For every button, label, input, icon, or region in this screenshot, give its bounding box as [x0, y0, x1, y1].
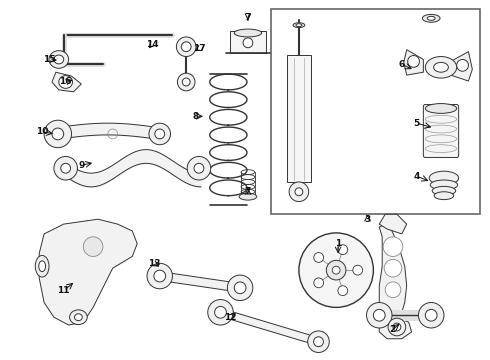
- Circle shape: [215, 306, 226, 318]
- Circle shape: [83, 237, 103, 256]
- Text: 13: 13: [147, 259, 160, 268]
- Ellipse shape: [70, 310, 87, 325]
- Circle shape: [314, 253, 323, 262]
- Bar: [287, 55, 311, 182]
- Circle shape: [295, 188, 303, 196]
- Circle shape: [388, 318, 406, 336]
- Bar: [271, 9, 480, 214]
- Polygon shape: [159, 272, 241, 292]
- Polygon shape: [404, 50, 423, 75]
- Text: 15: 15: [43, 55, 55, 64]
- Circle shape: [187, 157, 211, 180]
- Polygon shape: [220, 309, 319, 346]
- Text: 5: 5: [414, 119, 419, 128]
- Circle shape: [194, 163, 204, 173]
- Polygon shape: [52, 72, 81, 92]
- Polygon shape: [379, 214, 407, 234]
- Text: 16: 16: [59, 77, 72, 86]
- Text: 7: 7: [245, 187, 251, 196]
- Ellipse shape: [425, 57, 457, 78]
- Text: 4: 4: [413, 172, 420, 181]
- Text: 8: 8: [193, 112, 199, 121]
- Circle shape: [52, 128, 64, 140]
- Ellipse shape: [293, 23, 305, 28]
- Circle shape: [147, 263, 172, 289]
- Text: 9: 9: [78, 161, 85, 170]
- Circle shape: [353, 265, 363, 275]
- Circle shape: [332, 266, 340, 274]
- Text: 7: 7: [245, 13, 251, 22]
- Circle shape: [208, 300, 233, 325]
- Ellipse shape: [39, 261, 46, 272]
- Circle shape: [44, 120, 72, 148]
- Circle shape: [177, 73, 195, 91]
- Ellipse shape: [429, 171, 459, 185]
- Circle shape: [176, 37, 196, 57]
- Circle shape: [234, 282, 246, 294]
- FancyBboxPatch shape: [423, 104, 459, 157]
- Ellipse shape: [425, 104, 457, 113]
- Circle shape: [338, 286, 348, 296]
- Text: 3: 3: [365, 215, 370, 224]
- Circle shape: [384, 259, 402, 277]
- Ellipse shape: [74, 314, 82, 321]
- Circle shape: [338, 245, 348, 255]
- Circle shape: [408, 55, 419, 67]
- Circle shape: [457, 59, 468, 71]
- Ellipse shape: [432, 186, 456, 195]
- Ellipse shape: [434, 192, 454, 199]
- Ellipse shape: [35, 256, 49, 277]
- Polygon shape: [379, 315, 412, 339]
- Circle shape: [149, 123, 171, 145]
- Circle shape: [383, 237, 403, 256]
- Text: 11: 11: [57, 286, 70, 295]
- Ellipse shape: [54, 55, 64, 64]
- Ellipse shape: [234, 29, 262, 37]
- Circle shape: [373, 309, 385, 321]
- Ellipse shape: [239, 193, 257, 200]
- Ellipse shape: [296, 24, 302, 27]
- Ellipse shape: [427, 16, 435, 20]
- Circle shape: [326, 260, 346, 280]
- Circle shape: [314, 278, 323, 288]
- Circle shape: [227, 275, 253, 301]
- Circle shape: [54, 157, 77, 180]
- Circle shape: [393, 323, 401, 331]
- Text: 1: 1: [335, 239, 341, 248]
- Ellipse shape: [434, 62, 448, 72]
- Ellipse shape: [430, 180, 458, 190]
- Text: 6: 6: [399, 60, 405, 69]
- Bar: [230, 31, 266, 53]
- Circle shape: [299, 233, 373, 307]
- Circle shape: [61, 163, 71, 173]
- Ellipse shape: [59, 76, 73, 88]
- Circle shape: [314, 337, 323, 347]
- Polygon shape: [379, 224, 407, 315]
- Circle shape: [308, 331, 329, 352]
- Text: 17: 17: [193, 44, 205, 53]
- Circle shape: [155, 129, 165, 139]
- Circle shape: [243, 38, 253, 48]
- Circle shape: [418, 302, 444, 328]
- Text: 14: 14: [146, 40, 158, 49]
- Circle shape: [154, 270, 166, 282]
- Text: 2: 2: [389, 325, 395, 334]
- Circle shape: [367, 302, 392, 328]
- Text: 10: 10: [36, 127, 49, 136]
- Circle shape: [182, 78, 190, 86]
- Polygon shape: [39, 219, 137, 325]
- Circle shape: [385, 282, 401, 298]
- Circle shape: [289, 182, 309, 202]
- Circle shape: [425, 309, 437, 321]
- Text: 12: 12: [224, 313, 237, 322]
- Ellipse shape: [422, 14, 440, 22]
- Polygon shape: [451, 51, 472, 81]
- Ellipse shape: [49, 51, 69, 68]
- Circle shape: [181, 42, 191, 51]
